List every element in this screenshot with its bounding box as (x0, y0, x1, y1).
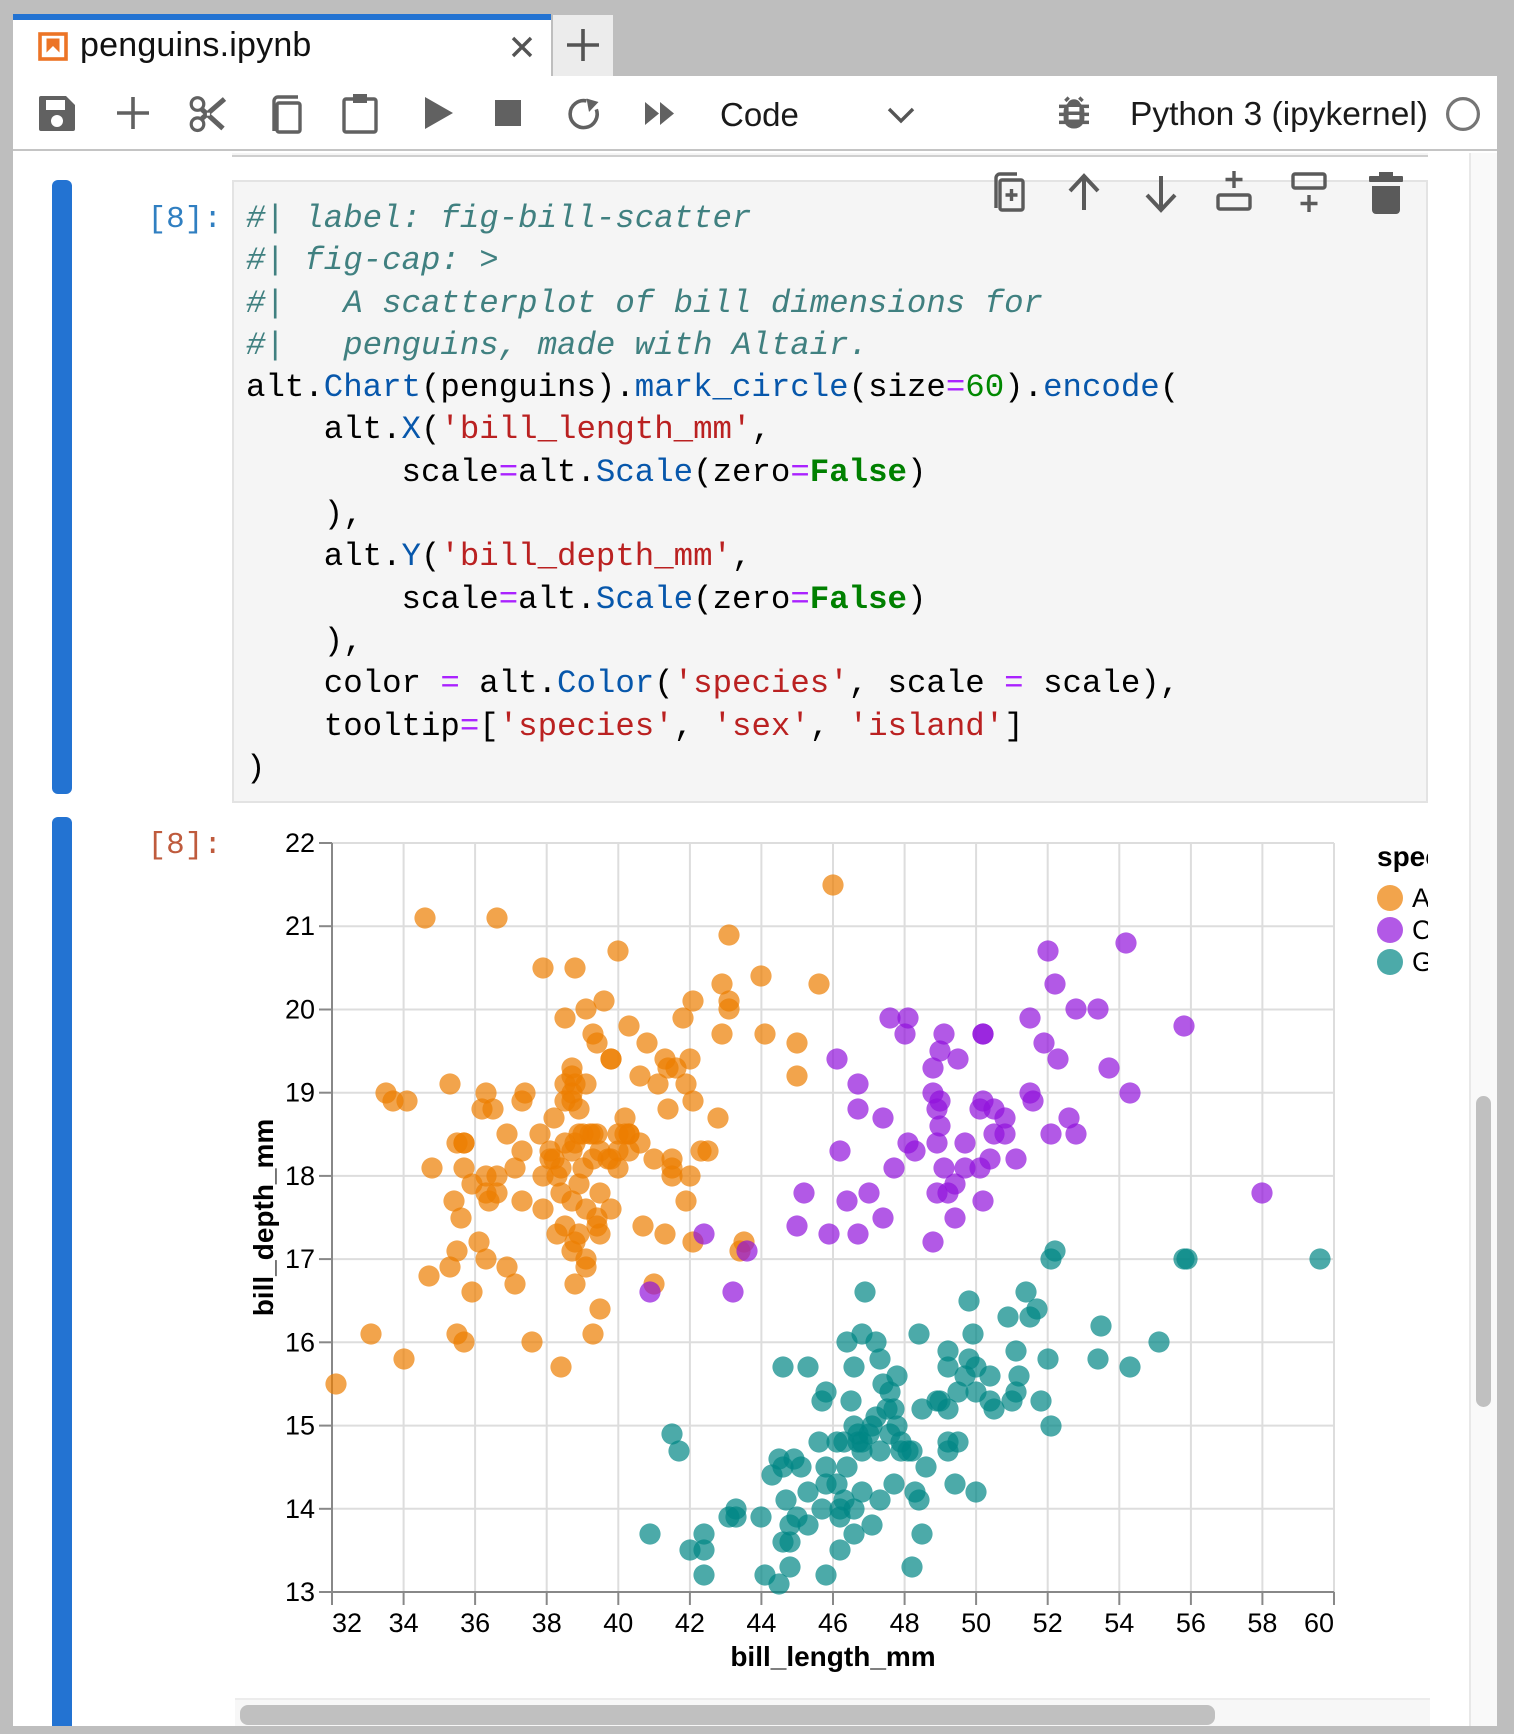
svg-text:60: 60 (1304, 1608, 1334, 1638)
svg-text:14: 14 (285, 1494, 315, 1524)
svg-text:34: 34 (389, 1608, 419, 1638)
svg-text:42: 42 (675, 1608, 705, 1638)
svg-text:50: 50 (961, 1608, 991, 1638)
svg-text:20: 20 (285, 995, 315, 1025)
svg-text:58: 58 (1247, 1608, 1277, 1638)
svg-text:19: 19 (285, 1078, 315, 1108)
svg-text:bill_length_mm: bill_length_mm (730, 1641, 935, 1672)
svg-text:species: species (1377, 841, 1428, 872)
svg-text:38: 38 (532, 1608, 562, 1638)
svg-text:bill_depth_mm: bill_depth_mm (248, 1119, 279, 1317)
svg-text:21: 21 (285, 911, 315, 941)
svg-text:Chinstrap: Chinstrap (1412, 915, 1428, 945)
svg-text:13: 13 (285, 1577, 315, 1607)
svg-text:Adelie: Adelie (1412, 883, 1428, 913)
svg-text:46: 46 (818, 1608, 848, 1638)
svg-text:18: 18 (285, 1161, 315, 1191)
svg-text:56: 56 (1176, 1608, 1206, 1638)
svg-text:52: 52 (1033, 1608, 1063, 1638)
svg-text:16: 16 (285, 1327, 315, 1357)
svg-text:40: 40 (603, 1608, 633, 1638)
svg-text:36: 36 (460, 1608, 490, 1638)
svg-text:17: 17 (285, 1244, 315, 1274)
svg-text:54: 54 (1104, 1608, 1134, 1638)
svg-text:Gentoo: Gentoo (1412, 947, 1428, 977)
svg-text:44: 44 (746, 1608, 776, 1638)
svg-text:22: 22 (285, 828, 315, 858)
svg-text:15: 15 (285, 1411, 315, 1441)
svg-text:48: 48 (890, 1608, 920, 1638)
svg-text:32: 32 (332, 1608, 362, 1638)
